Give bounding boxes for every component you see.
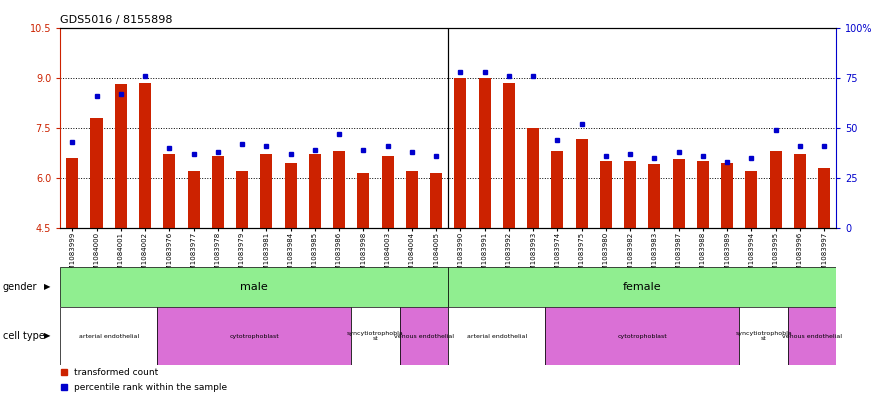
Bar [430, 173, 442, 228]
Bar [406, 171, 418, 228]
Bar [309, 154, 321, 228]
Text: male: male [241, 282, 268, 292]
Bar [721, 163, 734, 228]
Text: cytotrophoblast: cytotrophoblast [618, 334, 667, 338]
Text: ▶: ▶ [44, 283, 50, 291]
Bar [503, 83, 515, 228]
Bar [454, 78, 466, 228]
Bar [139, 83, 151, 228]
Bar [163, 154, 175, 228]
Bar [285, 163, 296, 228]
Bar [745, 171, 758, 228]
Text: female: female [623, 282, 662, 292]
Bar [788, 307, 836, 365]
Bar [158, 307, 351, 365]
Bar [624, 161, 636, 228]
Bar [600, 161, 612, 228]
Bar [479, 78, 490, 228]
Bar [236, 171, 248, 228]
Bar [527, 128, 539, 228]
Text: venous endothelial: venous endothelial [394, 334, 454, 338]
Text: GDS5016 / 8155898: GDS5016 / 8155898 [60, 15, 173, 25]
Bar [649, 165, 660, 228]
Bar [545, 307, 739, 365]
Bar [770, 151, 781, 228]
Bar [188, 171, 200, 228]
Bar [260, 154, 273, 228]
Text: syncytiotrophobla
st: syncytiotrophobla st [347, 331, 404, 342]
Bar [551, 151, 564, 228]
Text: ▶: ▶ [44, 332, 50, 340]
Bar [575, 140, 588, 228]
Bar [60, 267, 449, 307]
Text: gender: gender [3, 282, 37, 292]
Bar [794, 154, 806, 228]
Bar [449, 267, 836, 307]
Bar [358, 173, 369, 228]
Bar [739, 307, 788, 365]
Bar [66, 158, 79, 228]
Bar [351, 307, 400, 365]
Text: transformed count: transformed count [74, 368, 158, 377]
Bar [90, 118, 103, 228]
Bar [381, 156, 394, 228]
Text: percentile rank within the sample: percentile rank within the sample [74, 383, 227, 392]
Bar [696, 161, 709, 228]
Text: arterial endothelial: arterial endothelial [466, 334, 527, 338]
Bar [818, 168, 830, 228]
Text: cytotrophoblast: cytotrophoblast [229, 334, 279, 338]
Bar [673, 160, 685, 228]
Bar [60, 307, 158, 365]
Text: arterial endothelial: arterial endothelial [79, 334, 139, 338]
Text: venous endothelial: venous endothelial [782, 334, 842, 338]
Bar [115, 84, 127, 228]
Bar [333, 151, 345, 228]
Bar [400, 307, 448, 365]
Text: cell type: cell type [3, 331, 44, 341]
Bar [449, 307, 545, 365]
Bar [212, 156, 224, 228]
Text: syncytiotrophobla
st: syncytiotrophobla st [735, 331, 792, 342]
